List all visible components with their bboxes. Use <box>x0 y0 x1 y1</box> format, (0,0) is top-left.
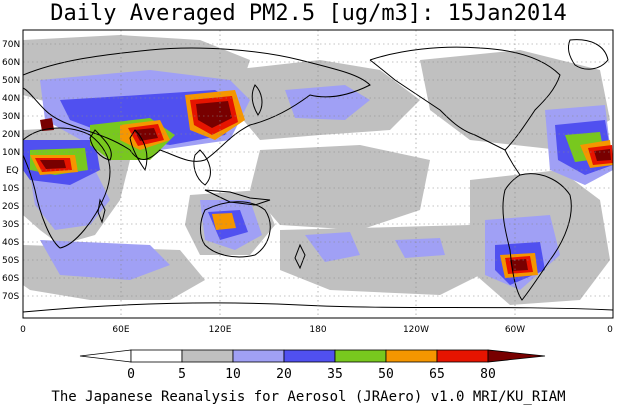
coastline-north-america <box>369 46 561 151</box>
colorbar-segment <box>436 349 489 363</box>
colorbar: 0 5 10 20 35 50 65 80 <box>79 349 546 382</box>
lon-label: 120W <box>403 325 429 335</box>
coastline-south-america <box>502 173 572 301</box>
lat-label: 30N <box>2 112 20 122</box>
lightblue-region-east-pacific <box>395 238 445 258</box>
lat-label: 20N <box>2 130 20 140</box>
lat-label: 40S <box>2 238 19 248</box>
colorbar-segment <box>283 349 336 363</box>
lat-label: 50N <box>2 76 20 86</box>
orange-region-australia <box>212 213 236 230</box>
colorbar-tick-label: 0 <box>127 367 135 382</box>
lat-label: 70S <box>2 292 19 302</box>
lon-label: 180 <box>309 325 326 335</box>
coastline-eurasia <box>23 47 371 162</box>
darkred-region-atlantic <box>594 149 611 161</box>
lat-label: EQ <box>6 166 19 176</box>
colorbar-segment <box>130 349 183 363</box>
gray-region-central-pacific <box>250 145 430 230</box>
lon-label: 0 <box>607 325 613 335</box>
lat-label: 10S <box>2 184 19 194</box>
lon-label: 0 <box>20 325 26 335</box>
colorbar-tick-label: 50 <box>378 367 394 382</box>
colorbar-segment <box>334 349 387 363</box>
coastline-greenland <box>567 39 609 70</box>
lon-label: 60E <box>112 325 129 335</box>
colorbar-tick-label: 5 <box>178 367 186 382</box>
lat-label: 20S <box>2 202 19 212</box>
coastline-southeast-asia <box>193 149 211 186</box>
coastline-japan <box>251 84 263 116</box>
colorbar-segment <box>181 349 234 363</box>
lat-label: 60N <box>2 58 20 68</box>
coastlines <box>23 39 613 313</box>
colorbar-tick-label: 10 <box>225 367 241 382</box>
colorbar-right-arrow <box>487 349 546 363</box>
lightblue-region-south-pacific <box>305 232 360 262</box>
darkred-region-europe <box>40 118 54 131</box>
lightblue-region-africa-south <box>30 170 110 230</box>
lat-label: 50S <box>2 256 19 266</box>
coastline-africa <box>23 127 111 249</box>
gridlines <box>23 30 613 318</box>
longitude-axis: 0 60E 120E 180 120W 60W 0 <box>20 325 613 335</box>
coastline-arabia <box>89 129 112 161</box>
darkred-region-africa <box>40 160 66 169</box>
coastline-australia <box>200 201 271 258</box>
colorbar-segment <box>232 349 285 363</box>
coastline-antarctica <box>23 302 613 313</box>
lat-label: 40N <box>2 94 20 104</box>
colorbar-segment <box>385 349 438 363</box>
lat-label: 10N <box>2 148 20 158</box>
coastline-central-america <box>504 149 521 176</box>
colorbar-left-arrow <box>79 349 132 363</box>
map-title: Daily Averaged PM2.5 [ug/m3]: 15Jan2014 <box>50 1 567 26</box>
colorbar-tick-label: 20 <box>276 367 292 382</box>
colorbar-tick-label: 65 <box>429 367 445 382</box>
lon-label: 120E <box>209 325 232 335</box>
colorbar-tick-label: 35 <box>327 367 343 382</box>
coastline-madagascar <box>97 198 106 224</box>
lat-label: 70N <box>2 40 20 50</box>
darkred-region-china <box>196 101 232 128</box>
coastline-new-zealand <box>294 243 306 270</box>
darkred-region-south-america <box>510 259 528 271</box>
concentration-field <box>23 35 613 305</box>
lat-label: 30S <box>2 220 19 230</box>
latitude-axis: 70N 60N 50N 40N 30N 20N 10N EQ 10S 20S 3… <box>2 40 20 302</box>
map-frame <box>22 29 614 319</box>
lon-label: 60W <box>505 325 525 335</box>
lat-label: 60S <box>2 274 19 284</box>
darkred-region-india <box>134 128 158 141</box>
credit-line: The Japanese Reanalysis for Aerosol (JRA… <box>51 389 566 405</box>
colorbar-tick-label: 80 <box>480 367 496 382</box>
